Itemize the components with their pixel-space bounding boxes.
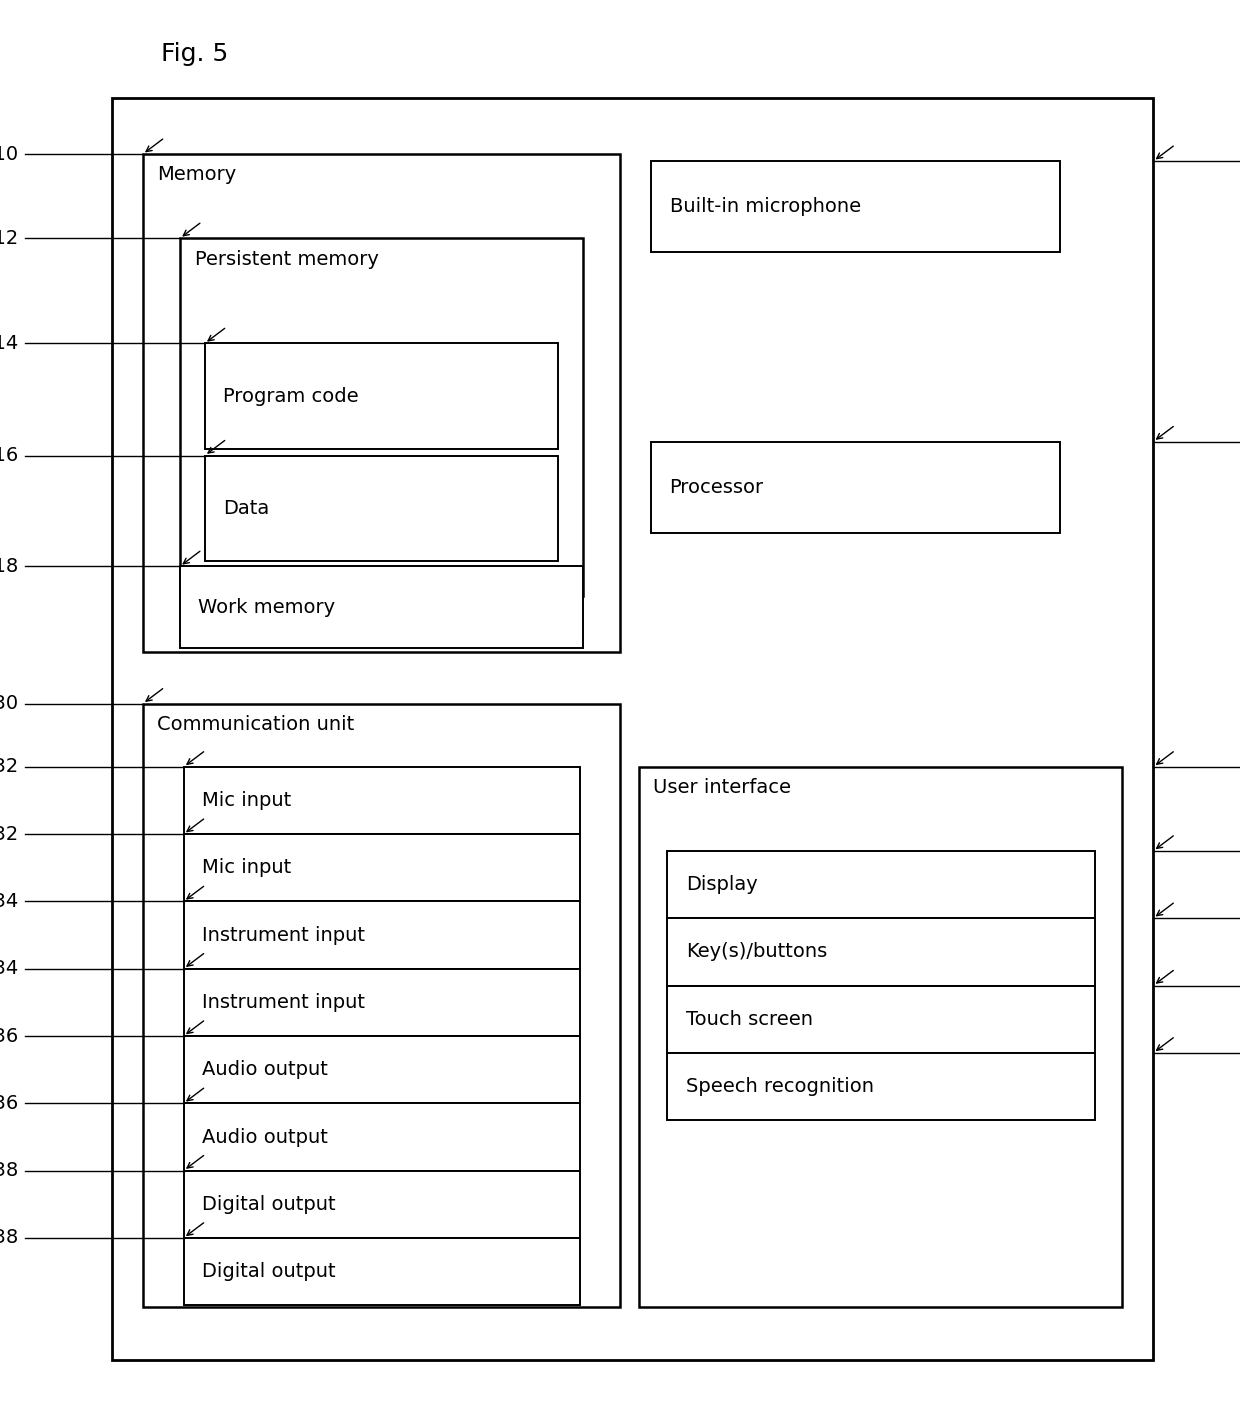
Text: Processor: Processor [670,478,764,496]
Text: Display: Display [686,875,758,894]
Bar [112,98,1153,1360]
Bar [184,969,580,1036]
Text: 510: 510 [0,144,19,164]
Bar [143,154,620,652]
Text: 518: 518 [0,557,19,576]
Text: 534: 534 [0,959,19,979]
Text: 536: 536 [0,1094,19,1113]
Text: 512: 512 [0,229,19,248]
Text: Data: Data [223,499,269,517]
Text: 516: 516 [0,446,19,465]
Text: Mic input: Mic input [202,791,291,810]
Bar [651,161,1060,252]
Text: Communication unit: Communication unit [157,715,355,735]
Text: 538: 538 [0,1161,19,1180]
Text: Built-in microphone: Built-in microphone [670,198,861,216]
Text: User interface: User interface [653,778,791,798]
Text: 534: 534 [0,892,19,911]
Bar [667,918,1095,986]
Text: Instrument input: Instrument input [202,993,365,1012]
Bar [184,1171,580,1238]
Text: Digital output: Digital output [202,1262,336,1281]
Text: Touch screen: Touch screen [686,1009,812,1029]
Text: Memory: Memory [157,165,237,185]
Bar [651,442,1060,533]
Bar [205,456,558,561]
Text: Digital output: Digital output [202,1195,336,1214]
Bar [667,986,1095,1053]
Text: Fig. 5: Fig. 5 [161,42,228,66]
Bar [667,851,1095,918]
Text: 538: 538 [0,1228,19,1248]
Text: Program code: Program code [223,387,358,405]
Text: Instrument input: Instrument input [202,925,365,945]
Bar [205,343,558,449]
Bar [180,238,583,596]
Bar [639,767,1122,1307]
Bar [184,767,580,834]
Text: Mic input: Mic input [202,858,291,878]
Bar [184,1238,580,1305]
Text: Speech recognition: Speech recognition [686,1077,874,1096]
Bar [184,901,580,969]
Text: 532: 532 [0,824,19,844]
Bar [184,1103,580,1171]
Text: 532: 532 [0,757,19,777]
Bar [184,1036,580,1103]
Text: 536: 536 [0,1026,19,1046]
Text: Persistent memory: Persistent memory [195,250,378,269]
Text: 530: 530 [0,694,19,714]
Bar [184,834,580,901]
Text: Key(s)/buttons: Key(s)/buttons [686,942,827,962]
Bar [180,566,583,648]
Text: Audio output: Audio output [202,1060,329,1080]
Text: Work memory: Work memory [198,597,336,617]
Bar [143,704,620,1307]
Text: 514: 514 [0,334,19,353]
Bar [667,1053,1095,1120]
Text: Audio output: Audio output [202,1127,329,1147]
